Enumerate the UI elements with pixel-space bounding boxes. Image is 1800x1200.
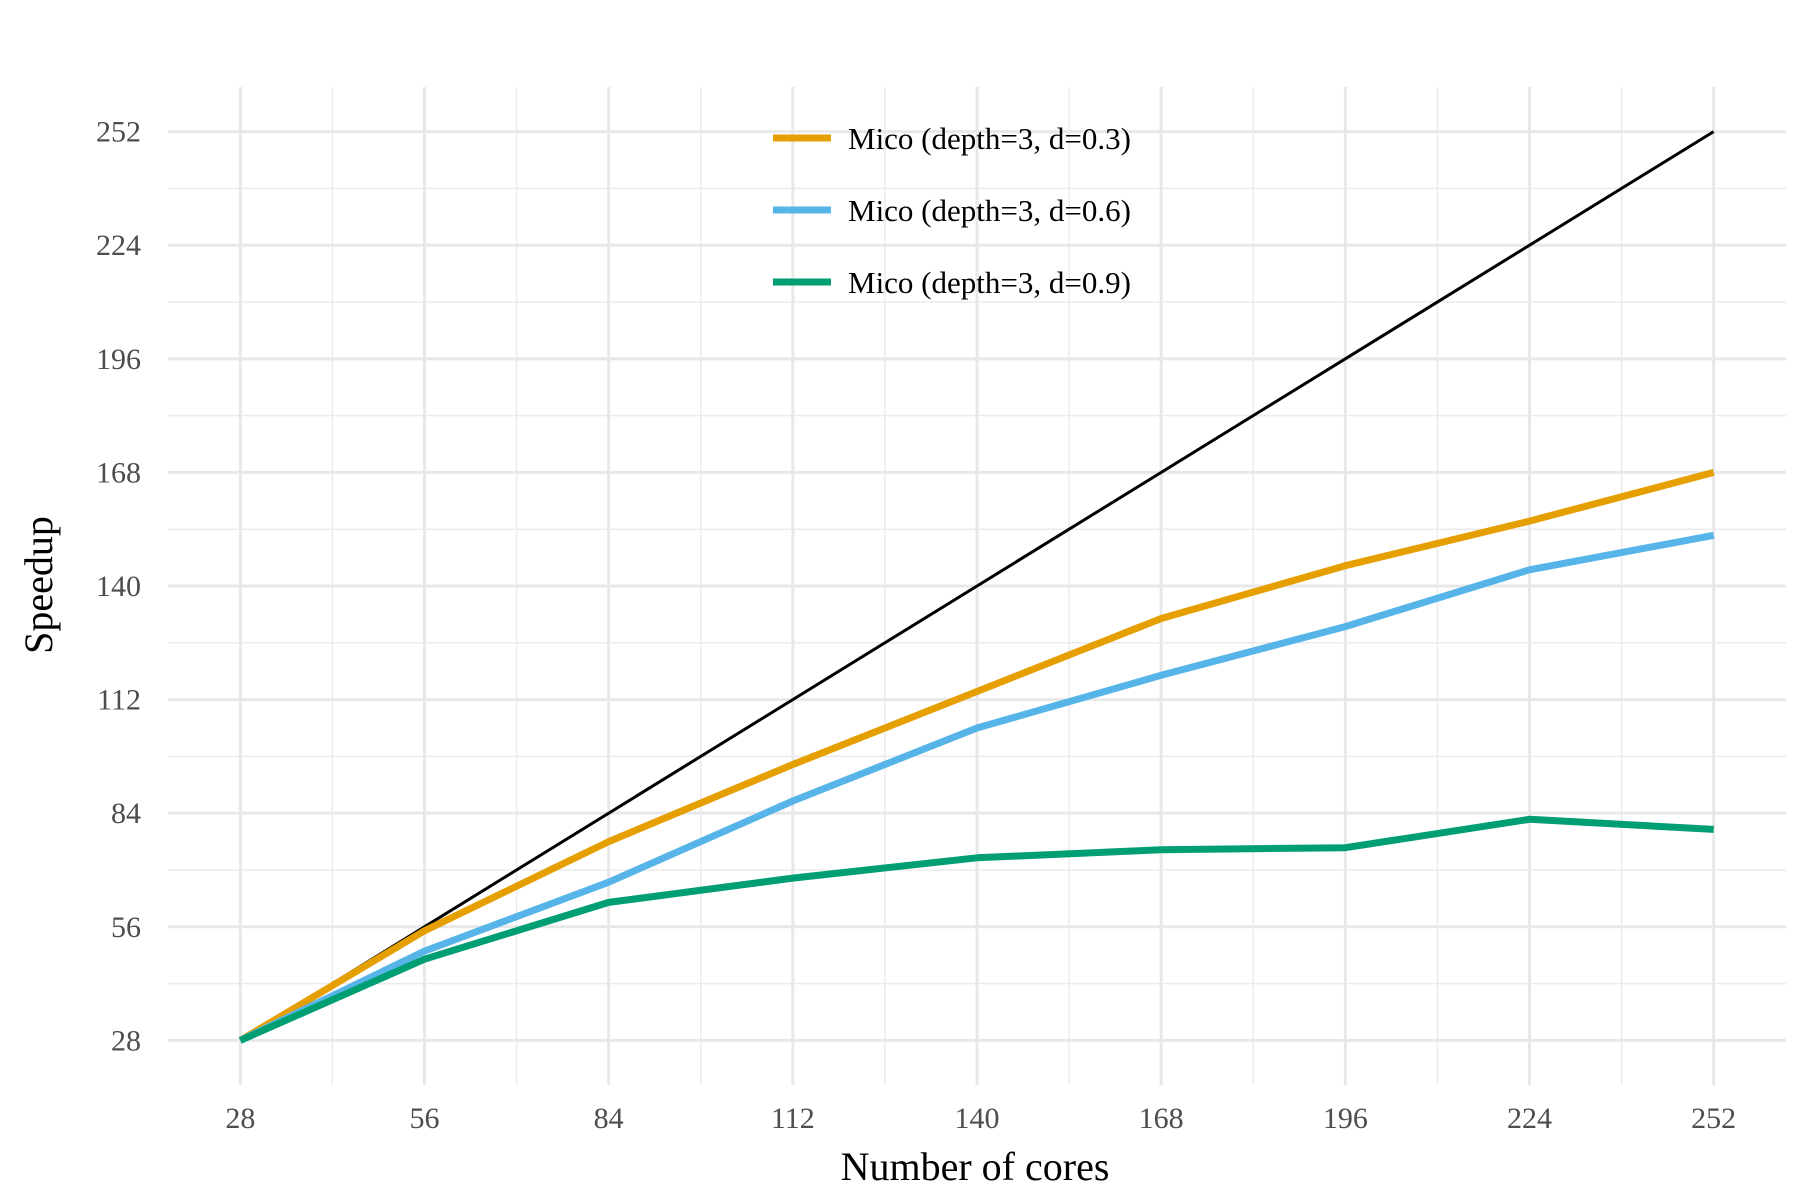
- legend-label: Mico (depth=3, d=0.6): [848, 193, 1131, 228]
- legend-item-1: Mico (depth=3, d=0.3): [773, 121, 1131, 156]
- y-tick-label: 84: [111, 797, 141, 830]
- x-tick-label: 28: [225, 1102, 255, 1135]
- legend-label: Mico (depth=3, d=0.9): [848, 265, 1131, 300]
- ideal-speedup-line-group: [239, 130, 1715, 1042]
- y-tick-label: 28: [111, 1024, 141, 1057]
- series-lines: [238, 469, 1715, 1044]
- series-line-2: [238, 531, 1715, 1044]
- legend-label: Mico (depth=3, d=0.3): [848, 121, 1131, 156]
- x-tick-label: 252: [1691, 1102, 1736, 1135]
- x-tick-labels: 28 56 84 112 140 168 196 224 252: [225, 1102, 1736, 1135]
- ideal-speedup-line: [239, 130, 1715, 1042]
- x-tick-label: 56: [410, 1102, 440, 1135]
- y-tick-label: 224: [96, 229, 141, 262]
- legend: Mico (depth=3, d=0.3) Mico (depth=3, d=0.…: [773, 121, 1131, 300]
- x-tick-label: 196: [1323, 1102, 1368, 1135]
- x-axis-title: Number of cores: [841, 1144, 1110, 1189]
- y-axis-title: Speedup: [16, 516, 61, 654]
- y-tick-label: 168: [96, 456, 141, 489]
- x-tick-label: 140: [955, 1102, 1000, 1135]
- y-tick-label: 56: [111, 911, 141, 944]
- x-tick-label: 112: [771, 1102, 815, 1135]
- legend-item-3: Mico (depth=3, d=0.9): [773, 265, 1131, 300]
- legend-item-2: Mico (depth=3, d=0.6): [773, 193, 1131, 228]
- x-tick-label: 84: [594, 1102, 624, 1135]
- y-tick-labels: 28 56 84 112 140 168 196 224 252: [96, 116, 141, 1058]
- y-tick-label: 140: [96, 570, 141, 603]
- y-tick-label: 112: [97, 684, 141, 717]
- x-tick-label: 224: [1507, 1102, 1552, 1135]
- series-line-3: [238, 815, 1714, 1044]
- x-tick-label: 168: [1139, 1102, 1184, 1135]
- y-tick-label: 196: [96, 343, 141, 376]
- y-tick-label: 252: [96, 116, 141, 149]
- series-line-1: [238, 469, 1715, 1044]
